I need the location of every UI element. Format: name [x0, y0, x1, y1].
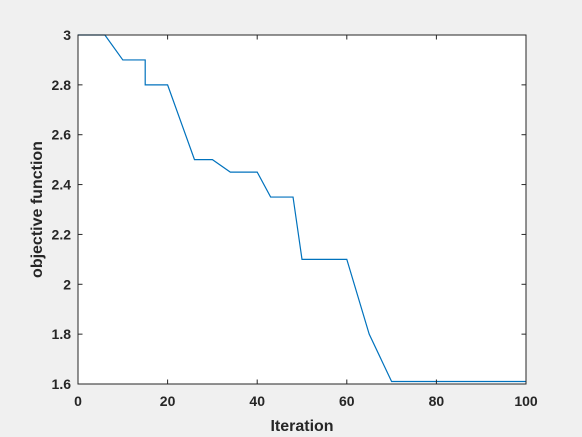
- plot-area: [78, 35, 526, 384]
- y-axis-title: objective function: [29, 141, 46, 278]
- x-axis-title: Iteration: [270, 418, 333, 435]
- y-tick-label: 1.6: [52, 376, 72, 392]
- x-tick-label: 40: [249, 393, 265, 409]
- axes-layer: 0 20 40 60 80 100 1.6 1.8 2 2.2 2.4 2.6 2.8 3: [52, 27, 538, 409]
- y-tick-label: 2.2: [52, 226, 72, 242]
- x-tick-label: 60: [339, 393, 355, 409]
- y-tick-label: 1.8: [52, 326, 72, 342]
- y-tick-label: 2.8: [52, 77, 72, 93]
- y-tick-label: 2.6: [52, 127, 72, 143]
- data-layer: [78, 34, 526, 383]
- series-line-1: [78, 34, 526, 383]
- x-tick-label: 0: [74, 393, 82, 409]
- x-tick-label: 100: [514, 393, 538, 409]
- y-tick-label: 2.4: [52, 177, 72, 193]
- y-tick-label: 2: [63, 276, 71, 292]
- x-tick-label: 20: [160, 393, 176, 409]
- axes-box: [77, 34, 527, 385]
- x-tick-label: 80: [429, 393, 445, 409]
- y-tick-label: 3: [63, 27, 71, 43]
